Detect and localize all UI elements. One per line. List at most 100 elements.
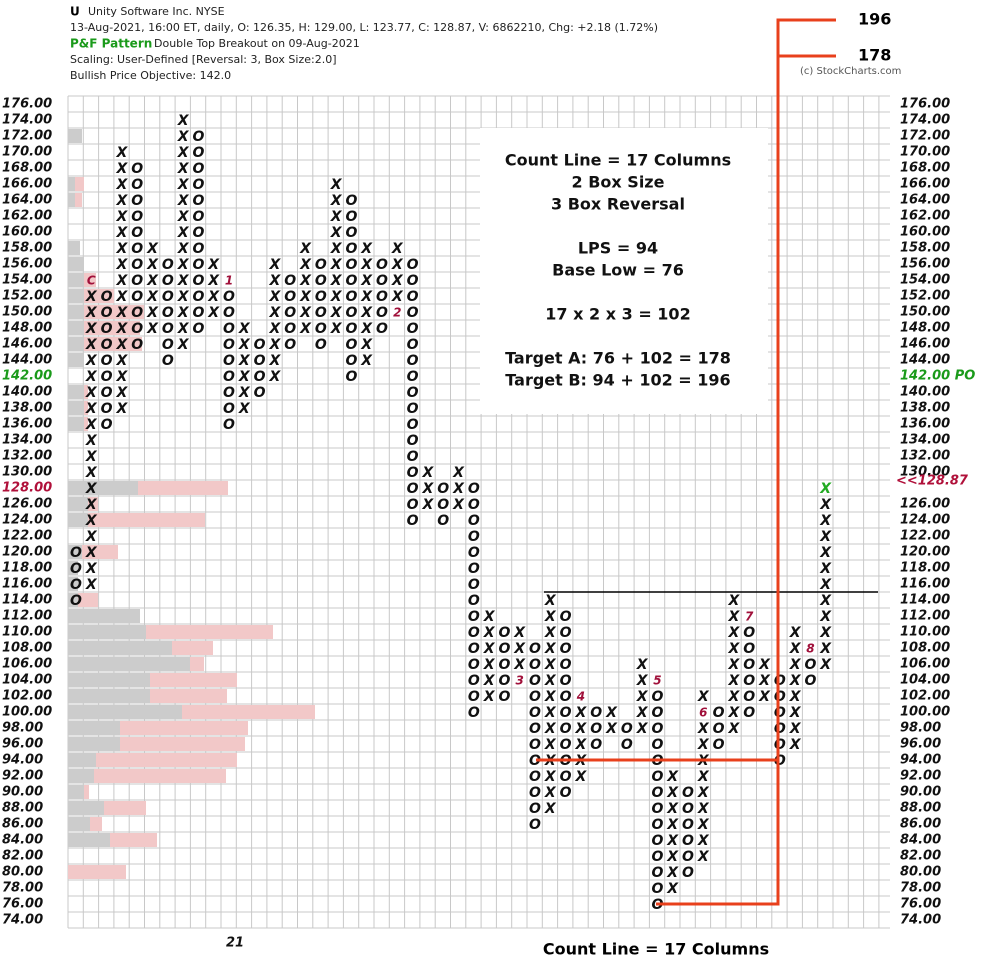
annotation-line: Target B: 94 + 102 = 196 <box>505 371 730 390</box>
x-box: X <box>177 273 190 289</box>
x-box: X <box>116 193 129 209</box>
annotation-line: 17 x 2 x 3 = 102 <box>545 305 690 324</box>
o-box: O <box>651 849 663 865</box>
o-box: O <box>345 193 357 209</box>
x-box: X <box>391 273 404 289</box>
o-box: O <box>101 337 113 353</box>
y-tick-label: 92.00 <box>2 769 43 784</box>
x-box: X <box>544 593 557 609</box>
o-box: O <box>682 785 694 801</box>
x-box: X <box>789 657 802 673</box>
o-box: O <box>651 769 663 785</box>
y-tick-label-right: 172.00 <box>900 129 950 144</box>
volume-down-bar <box>68 129 82 143</box>
annotation: Count Line = 17 Columns 2 Box Size 3 Box R… <box>505 151 731 390</box>
o-box: O <box>468 609 480 625</box>
x-box: X <box>299 289 312 305</box>
volume-down-bar <box>68 673 150 687</box>
x-box: X <box>575 721 588 737</box>
volume-up-bar <box>88 497 98 511</box>
volume-down-bar <box>68 577 78 591</box>
x-box: X <box>85 561 98 577</box>
x-box: X <box>728 625 741 641</box>
o-box: O <box>192 305 204 321</box>
o-box: O <box>223 321 235 337</box>
o-box: O <box>407 257 419 273</box>
o-box: O <box>407 321 419 337</box>
x-box: X <box>483 689 496 705</box>
volume-down-bar <box>68 561 78 575</box>
o-box: O <box>192 193 204 209</box>
y-tick-label-right: 146.00 <box>900 337 950 352</box>
x-box: X <box>513 657 526 673</box>
last-price-label: <<128.87 <box>896 474 969 489</box>
pnf-columns: OOOOOXXXXXXXXXXXXXXXXXXXCXOOOOOOOOOOXXXX… <box>70 113 832 913</box>
x-box: X <box>116 273 129 289</box>
o-box: O <box>407 449 419 465</box>
x-box: X <box>85 433 98 449</box>
x-box: X <box>177 289 190 305</box>
x-box: X <box>85 305 98 321</box>
x-box: X <box>116 321 129 337</box>
y-tick-label: 104.00 <box>2 673 52 688</box>
volume-up-bar <box>78 593 98 607</box>
y-tick-label-right: 136.00 <box>900 417 950 432</box>
y-tick-label-right: 74.00 <box>900 913 941 928</box>
o-box: O <box>468 593 480 609</box>
x-box: X <box>116 305 129 321</box>
o-box: O <box>162 273 174 289</box>
o-box: O <box>315 321 327 337</box>
y-tick-label: 134.00 <box>2 433 52 448</box>
x-box: X <box>513 641 526 657</box>
o-box: O <box>529 689 541 705</box>
x-box: X <box>330 177 343 193</box>
x-box: X <box>697 817 710 833</box>
x-box: X <box>85 385 98 401</box>
y-tick-label-right: 166.00 <box>900 177 950 192</box>
x-box: X <box>697 849 710 865</box>
x-box: X <box>177 177 190 193</box>
o-box: O <box>529 737 541 753</box>
volume-up-bar <box>68 865 126 879</box>
y-tick-label-right: 124.00 <box>900 513 950 528</box>
o-box: O <box>376 257 388 273</box>
y-tick-label: 130.00 <box>2 465 52 480</box>
y-tick-label: 156.00 <box>2 257 52 272</box>
y-tick-label-right: 132.00 <box>900 449 950 464</box>
o-box: O <box>376 289 388 305</box>
y-tick-label: 160.00 <box>2 225 52 240</box>
o-box: O <box>407 369 419 385</box>
o-box: O <box>70 577 82 593</box>
volume-up-bar <box>88 513 205 527</box>
volume-down-bar <box>68 609 140 623</box>
month-marker: 5 <box>653 674 661 688</box>
o-box: O <box>774 721 786 737</box>
x-box: X <box>85 369 98 385</box>
x-box: X <box>544 801 557 817</box>
x-box: X <box>636 705 649 721</box>
x-box: X <box>697 689 710 705</box>
o-box: O <box>682 833 694 849</box>
annotation-line: Count Line = 17 Columns <box>505 151 731 170</box>
y-tick-label: 132.00 <box>2 449 52 464</box>
x-box: X <box>85 481 98 497</box>
o-box: O <box>407 513 419 529</box>
o-box: O <box>590 737 602 753</box>
x-box: X <box>728 721 741 737</box>
o-box: O <box>529 769 541 785</box>
y-tick-label: 152.00 <box>2 289 52 304</box>
x-box: X <box>299 273 312 289</box>
x-box: X <box>728 689 741 705</box>
x-box: X <box>728 657 741 673</box>
o-box: O <box>315 337 327 353</box>
x-box: X <box>819 561 832 577</box>
o-box: O <box>131 209 143 225</box>
o-box: O <box>131 225 143 241</box>
x-box: X <box>238 369 251 385</box>
month-marker: C <box>87 274 96 288</box>
x-box: X <box>728 593 741 609</box>
volume-down-bar <box>68 689 150 703</box>
o-box: O <box>621 721 633 737</box>
y-tick-label: 90.00 <box>2 785 43 800</box>
o-box: O <box>651 705 663 721</box>
